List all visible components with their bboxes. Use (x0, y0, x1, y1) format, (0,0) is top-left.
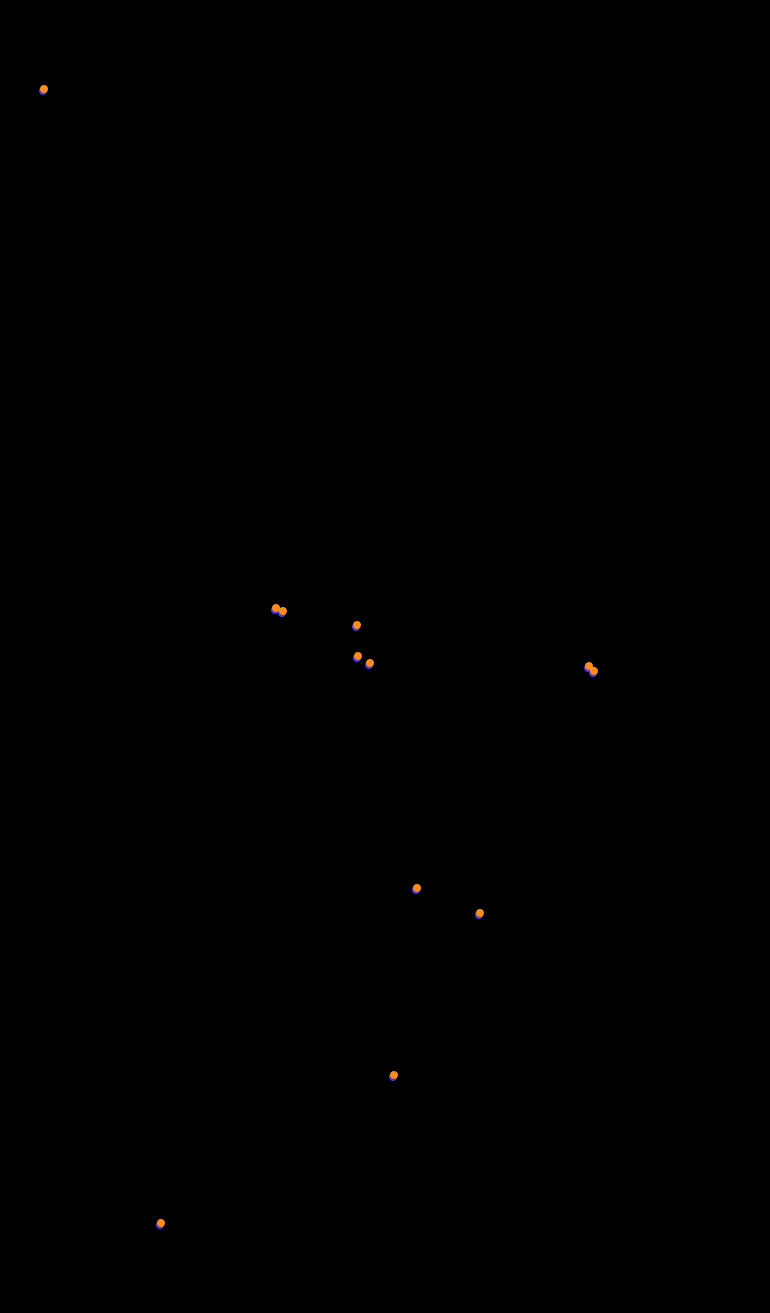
point-main-3 (353, 621, 361, 629)
point-main-10 (390, 1071, 398, 1079)
point-main-4 (354, 652, 362, 660)
scatter-plot (0, 0, 770, 1313)
point-main-0 (40, 85, 48, 93)
point-main-5 (366, 659, 374, 667)
point-main-11 (157, 1219, 165, 1227)
point-main-2 (279, 607, 287, 615)
point-main-7 (590, 667, 598, 675)
point-main-8 (413, 884, 421, 892)
point-main-9 (476, 909, 484, 917)
